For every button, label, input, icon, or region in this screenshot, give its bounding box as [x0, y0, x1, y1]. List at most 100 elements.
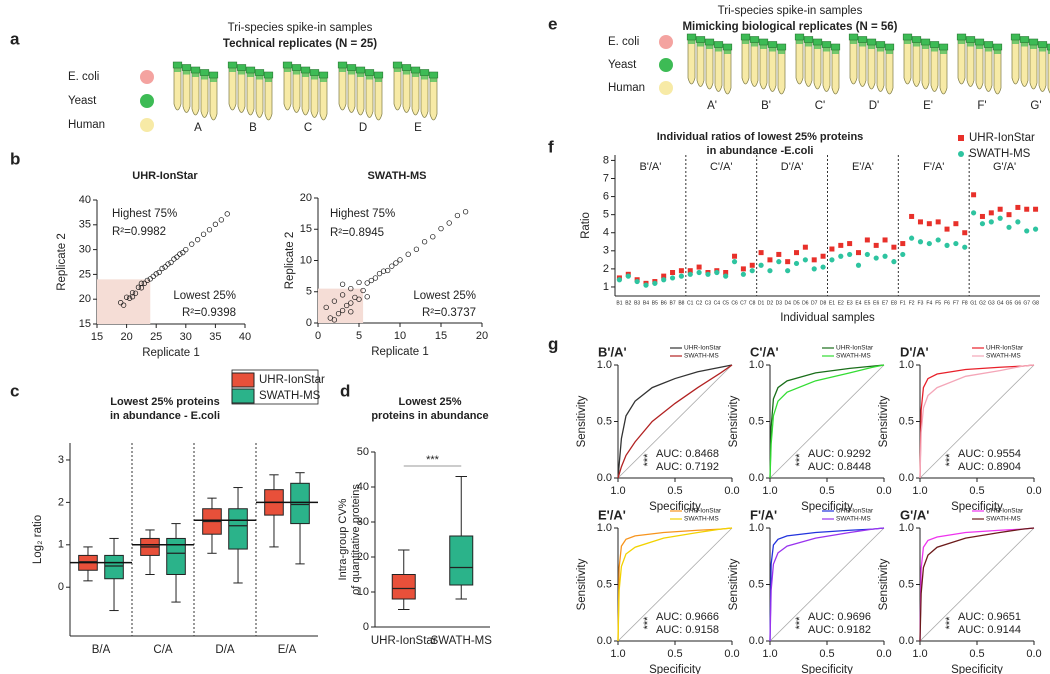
tube — [687, 39, 696, 85]
tube-cap — [428, 71, 439, 79]
tube-cap — [749, 36, 760, 43]
y-axis-label: of quantitative proteins — [350, 484, 362, 595]
y-tick-label: 1.0 — [899, 522, 914, 534]
point — [873, 242, 879, 248]
y-tick-label: 0.5 — [749, 578, 764, 590]
point — [891, 244, 897, 250]
legend-swatch — [958, 135, 964, 141]
legend-label: UHR-IonStar — [836, 508, 874, 515]
point — [348, 300, 354, 306]
point — [380, 268, 387, 274]
point — [177, 251, 183, 257]
y-tick-label: 50 — [357, 446, 369, 458]
chart-title: SWATH-MS — [367, 170, 426, 182]
x-tick-label: 20 — [476, 330, 488, 342]
group-label: A' — [707, 100, 717, 112]
significance: *** — [642, 616, 654, 630]
y-tick-label: 10 — [300, 254, 312, 266]
tube — [301, 72, 310, 116]
point — [873, 255, 879, 261]
y-tick-label: 1.0 — [597, 359, 612, 371]
tube-band — [958, 40, 965, 44]
y-axis-label: Log₂ ratio — [32, 515, 44, 564]
y-tick-label: 5 — [603, 209, 609, 221]
tube-cap — [181, 64, 192, 71]
diagram-title: Tri-species spike-in samples — [228, 22, 373, 34]
point — [364, 280, 370, 286]
x-tick-label: F8 — [962, 300, 968, 306]
point — [397, 257, 403, 263]
tube-band — [412, 73, 419, 77]
point — [120, 302, 127, 308]
legend-label: UHR-IonStar — [259, 374, 325, 386]
x-tick-label: 0.5 — [819, 648, 834, 660]
tube — [356, 72, 365, 116]
tube — [209, 77, 218, 121]
point — [714, 269, 720, 276]
point — [138, 280, 145, 286]
species-dot — [140, 70, 154, 84]
roc-curve — [769, 527, 885, 642]
x-tick-label: C8 — [749, 300, 756, 306]
point — [829, 257, 835, 263]
tube-cap — [812, 38, 823, 46]
tube — [705, 44, 714, 90]
point — [820, 264, 826, 270]
group-label: D'/A' — [781, 161, 804, 173]
significance: *** — [794, 616, 806, 630]
significance: *** — [426, 454, 440, 466]
tube-cap — [410, 66, 421, 74]
point — [129, 290, 136, 296]
tube — [365, 75, 374, 118]
x-tick-label: C/A — [153, 644, 173, 656]
tube — [1011, 39, 1020, 85]
point — [150, 273, 156, 280]
panel-label: e — [548, 14, 557, 33]
species-dot — [140, 118, 154, 132]
tube-band — [706, 45, 713, 49]
point — [389, 263, 395, 269]
point — [1033, 206, 1039, 212]
tube — [200, 75, 209, 118]
tube-band — [265, 78, 272, 82]
tube-cap — [1010, 33, 1021, 41]
tube-band — [320, 78, 327, 82]
species-label: Yeast — [608, 59, 637, 71]
point — [372, 275, 379, 281]
auc-label: AUC: 0.8904 — [958, 461, 1021, 473]
tube-cap — [929, 41, 940, 48]
x-tick-label: 1.0 — [610, 485, 625, 497]
tube — [849, 39, 858, 85]
y-tick-label: 0.5 — [899, 415, 914, 427]
tube-cap — [355, 66, 366, 74]
point — [200, 231, 207, 237]
x-tick-label: D4 — [784, 300, 791, 306]
legend-label: UHR-IonStar — [969, 132, 1035, 144]
y-tick-label: 10 — [357, 586, 369, 598]
point — [634, 278, 640, 285]
y-tick-label: 0 — [363, 621, 369, 633]
point — [776, 251, 782, 257]
point — [156, 269, 162, 276]
point — [749, 268, 755, 274]
tube-band — [778, 50, 785, 54]
tube — [319, 77, 328, 121]
tube — [768, 47, 777, 92]
tube-cap — [1037, 41, 1048, 48]
tube — [939, 49, 948, 95]
x-tick-label: 15 — [435, 330, 447, 342]
point — [206, 227, 213, 233]
chart-title: in abundance - E.coli — [110, 410, 220, 422]
point — [339, 281, 346, 287]
tube-band — [877, 47, 884, 52]
x-tick-label: E3 — [847, 300, 853, 306]
significance: *** — [642, 453, 654, 467]
y-tick-label: 0.0 — [899, 472, 914, 484]
x-tick-label: G5 — [1006, 300, 1013, 306]
tube — [966, 42, 975, 87]
auc-label: AUC: 0.9182 — [808, 624, 871, 636]
point — [421, 239, 428, 245]
y-tick-label: 15 — [79, 318, 91, 330]
x-tick-label: 40 — [239, 331, 251, 343]
tube — [930, 47, 939, 92]
